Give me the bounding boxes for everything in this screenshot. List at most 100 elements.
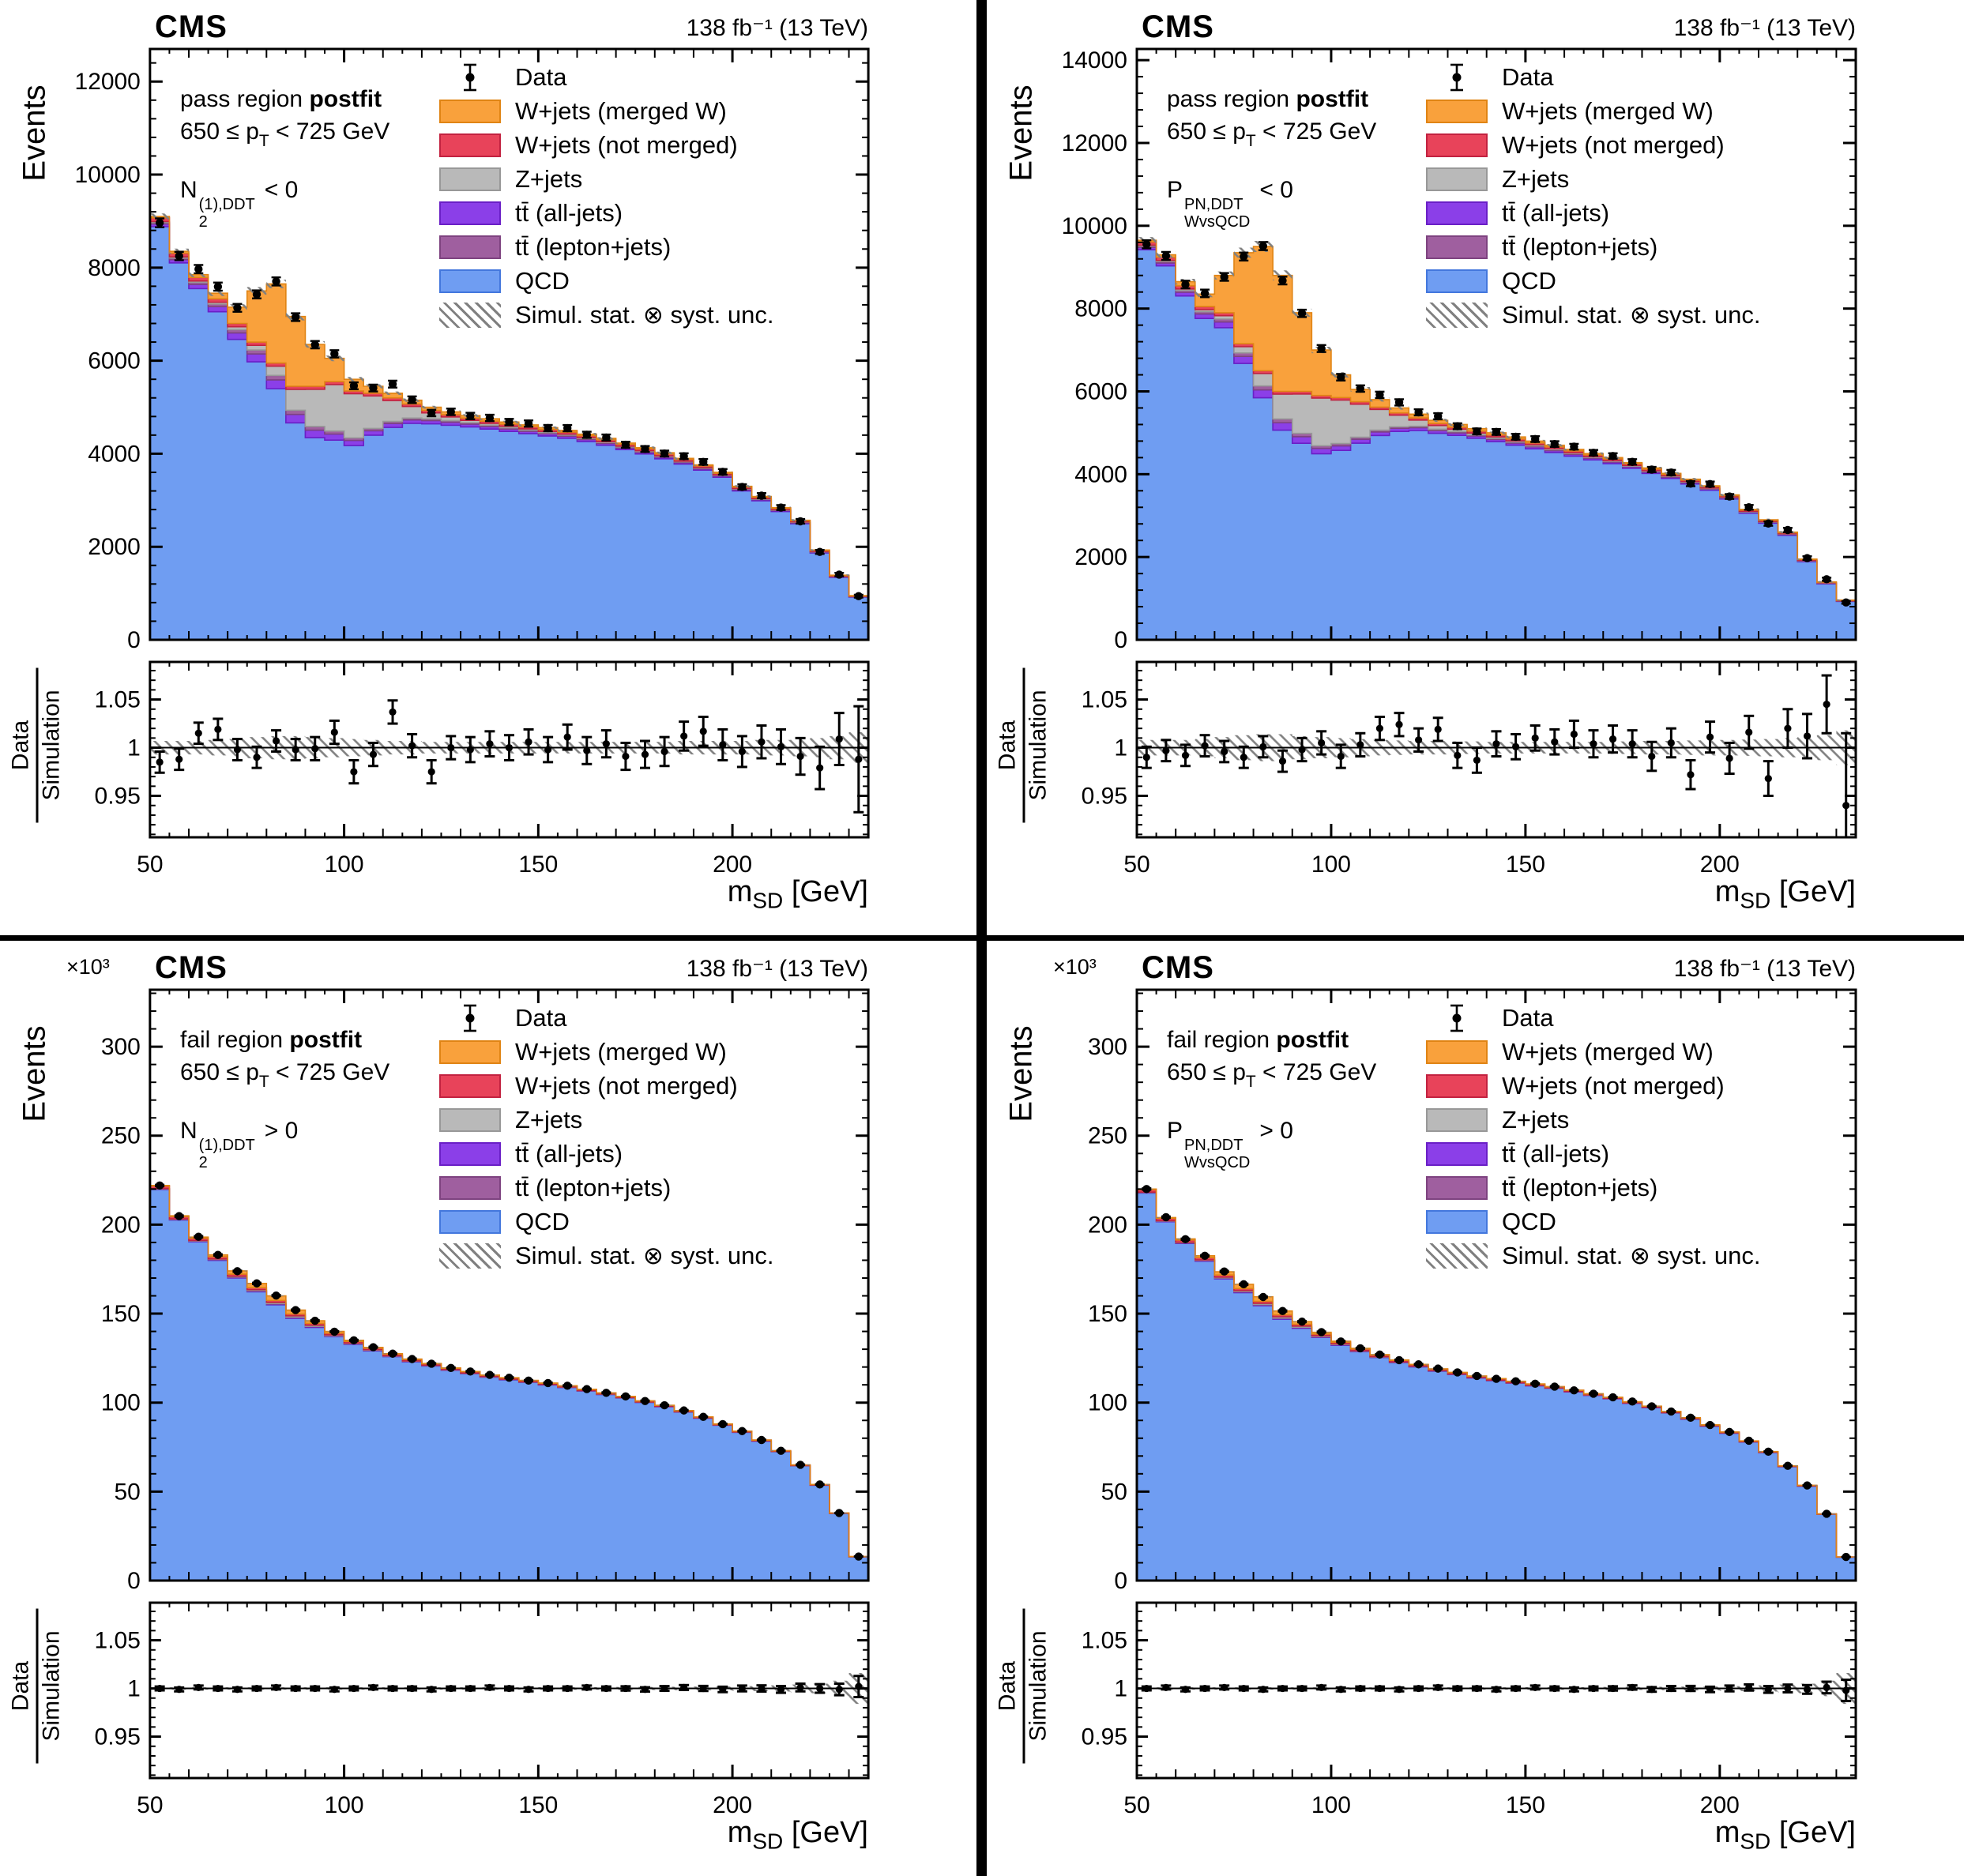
data-point [738, 1427, 747, 1435]
data-marker-icon [1450, 1004, 1463, 1032]
data-point [757, 491, 766, 500]
legend-swatch-ttall [439, 201, 501, 225]
ratio-point [1434, 725, 1442, 733]
ratio-point [505, 743, 514, 752]
legend-item-ttall: tt̄ (all-jets) [439, 1137, 773, 1171]
ratio-point [835, 1686, 843, 1694]
x-tick-label: 50 [1123, 1792, 1149, 1818]
ratio-point [583, 746, 591, 754]
ratio-group [1137, 1673, 1856, 1705]
data-point [330, 349, 339, 359]
legend-label: tt̄ (all-jets) [515, 1139, 623, 1167]
data-point [349, 1336, 359, 1345]
data-point [427, 1359, 436, 1368]
ratio-point [738, 1684, 746, 1693]
x-axis-title: mSD [GeV] [727, 1816, 868, 1854]
x-tick-label: 100 [325, 852, 364, 878]
ratio-point [1803, 732, 1812, 740]
legend-item-data: Data [1426, 60, 1760, 94]
ratio-axis-title: Data Simulation [994, 657, 1052, 834]
data-point [1356, 384, 1365, 393]
x-axis-title: mSD [GeV] [1714, 875, 1856, 913]
ratio-point [1240, 1684, 1247, 1693]
y-tick-label: 10000 [1062, 213, 1127, 239]
ratio-point [447, 1684, 455, 1693]
ratio-point [505, 1684, 514, 1693]
y-tick-label: 100 [101, 1390, 141, 1416]
ratio-tick-label: 0.95 [95, 1724, 141, 1750]
legend-label: QCD [515, 1207, 570, 1235]
data-point [1725, 1427, 1734, 1437]
ratio-point [408, 742, 416, 750]
x-tick-label: 200 [1700, 852, 1740, 878]
data-point [544, 423, 552, 433]
data-marker-dot [1452, 73, 1462, 81]
ratio-point [1706, 733, 1714, 741]
axis-ticks [1137, 49, 1856, 837]
data-point [796, 517, 805, 526]
data-point [1822, 1509, 1831, 1518]
data-point [835, 1509, 844, 1517]
ratio-point [1511, 1684, 1520, 1693]
ratio-point [1687, 1684, 1695, 1693]
data-point [815, 547, 824, 556]
ratio-frame [149, 1601, 870, 1780]
data-point [291, 1306, 300, 1314]
ratio-point [1551, 1684, 1559, 1693]
ratio-point [1706, 1686, 1714, 1694]
data-point [1647, 465, 1656, 474]
ratio-point [1259, 1686, 1267, 1694]
data-point [699, 1412, 708, 1421]
ratio-point [583, 1683, 591, 1691]
data-point [1394, 1355, 1404, 1365]
legend-swatch-wnm [1426, 133, 1488, 157]
data-point [854, 592, 863, 600]
legend-label: Z+jets [515, 1105, 583, 1133]
ratio-point [233, 1686, 242, 1694]
ratio-point [1201, 742, 1209, 750]
data-point [1550, 439, 1559, 449]
ratio-point [1259, 743, 1267, 750]
legend-swatch-qcd [1426, 269, 1488, 293]
data-point [388, 1349, 397, 1358]
ratio-point [1181, 751, 1190, 759]
x-axis-title: mSD [GeV] [728, 875, 868, 914]
data-point [1570, 442, 1578, 451]
region-line: pass region postfit [1167, 86, 1369, 112]
data-point [369, 1343, 378, 1352]
ratio-point [194, 1683, 202, 1691]
legend-swatch-wm [1426, 1040, 1488, 1064]
ratio-point [602, 1684, 610, 1693]
legend-swatch-qcd [1426, 1209, 1488, 1234]
y-tick-label: 250 [1088, 1123, 1127, 1149]
data-point [310, 1316, 319, 1325]
legend-label: W+jets (merged W) [1502, 1037, 1714, 1066]
data-point [621, 1392, 630, 1401]
ratio-point [1745, 728, 1753, 736]
ratio-point [544, 746, 552, 754]
ratio-point [292, 1684, 299, 1693]
ratio-point [1492, 740, 1500, 748]
data-point [427, 408, 436, 418]
ratio-tick-label: 1 [1114, 1676, 1127, 1702]
legend-label: Simul. stat. ⊗ syst. unc. [1502, 1241, 1761, 1269]
legend-label: Simul. stat. ⊗ syst. unc. [515, 300, 774, 329]
x-tick-label: 50 [1123, 852, 1149, 878]
data-marker-dot [465, 1013, 475, 1022]
data-point [1394, 398, 1404, 407]
ratio-point [719, 741, 727, 749]
main-frame [149, 988, 870, 1582]
data-point [796, 1461, 805, 1469]
ratio-axis-title: Data Simulation [994, 1598, 1052, 1775]
y-tick-label: 0 [127, 627, 141, 653]
legend-label: Data [1502, 1003, 1554, 1032]
ratio-point [1454, 751, 1462, 759]
x-tick-label: 150 [1506, 852, 1545, 878]
ratio-point [214, 1684, 222, 1693]
data-point [155, 218, 164, 227]
ratio-point [777, 1686, 785, 1694]
ratio-point [427, 768, 435, 776]
ratio-point [777, 743, 785, 750]
legend-label: W+jets (not merged) [515, 130, 738, 159]
x-tick-label: 200 [1700, 1792, 1740, 1818]
